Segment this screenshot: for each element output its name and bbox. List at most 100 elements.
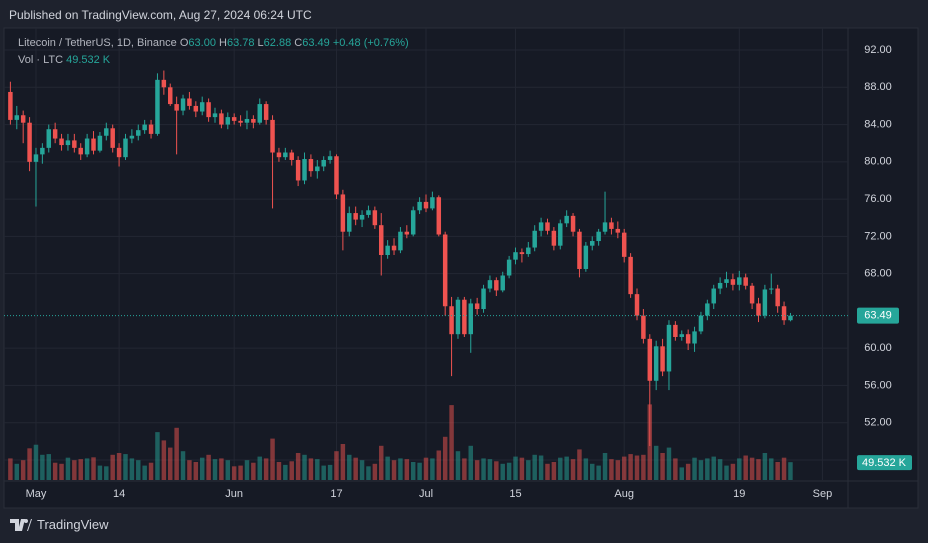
volume-bar (391, 460, 397, 480)
volume-bar (327, 464, 333, 480)
volume-bar (129, 458, 135, 480)
candle-body (225, 117, 231, 125)
volume-bar (692, 457, 697, 480)
ohlc-value: 63.00 (188, 37, 216, 49)
candle-body (609, 222, 614, 229)
volume-bar (251, 462, 256, 480)
candle-body (91, 138, 96, 151)
volume-title: Vol · LTC (18, 54, 64, 66)
volume-bar (500, 463, 505, 480)
volume-bar (653, 445, 659, 480)
candle-body (52, 129, 58, 139)
volume-bar (52, 462, 58, 480)
candle-body (442, 234, 448, 307)
ohlc-value: 62.88 (263, 37, 292, 49)
candle-body (590, 241, 595, 246)
volume-bar (8, 458, 13, 480)
candle-body (385, 245, 390, 255)
candle-body (251, 118, 256, 123)
candles (8, 70, 793, 480)
candle-body (168, 87, 173, 105)
candle-body (46, 129, 51, 148)
volume-bar (225, 460, 231, 480)
candle-body (398, 231, 403, 251)
candle-body (302, 159, 307, 181)
candle-body (788, 315, 793, 321)
last-volume-box (857, 455, 912, 471)
candle-body (110, 128, 115, 148)
candle-body (59, 138, 64, 146)
x-tick-label: 15 (509, 488, 521, 500)
x-tick-label: Jul (419, 488, 433, 500)
volume-bar (590, 463, 595, 480)
volume-bar (737, 458, 742, 480)
candle-body (404, 231, 410, 235)
candle-body (615, 228, 621, 233)
candle-body (72, 140, 77, 148)
candle-body (283, 152, 288, 158)
candle-body (417, 201, 422, 211)
volume-bar (148, 462, 154, 480)
candle-body (660, 346, 665, 372)
y-tick-label: 84.00 (864, 118, 892, 130)
volume-bar (436, 450, 442, 480)
candle-body (564, 215, 569, 224)
volume-bar (775, 462, 780, 480)
candle-body (685, 334, 691, 344)
candle-body (583, 245, 589, 269)
candle-body (219, 113, 224, 125)
volume-bar (72, 460, 77, 480)
volume-bar (161, 440, 167, 480)
candle-body (526, 247, 531, 255)
volume-bar (142, 465, 147, 480)
candle-body (532, 230, 537, 248)
candle-body (762, 289, 768, 316)
volume-bar (468, 445, 473, 480)
candle-body (513, 252, 518, 260)
volume-bar (104, 466, 109, 480)
candle-body (769, 288, 774, 290)
volume-bar (788, 462, 793, 480)
volume-bar (289, 461, 294, 480)
candle-body (231, 117, 237, 121)
candle-body (27, 122, 32, 162)
candle-body (730, 279, 736, 285)
candle-body (84, 138, 90, 155)
volume-bar (449, 405, 454, 480)
candle-body (257, 104, 262, 123)
last-price-box (857, 307, 899, 324)
candle-body (698, 315, 704, 332)
volume-bar (231, 466, 237, 480)
candle-body (33, 154, 39, 162)
candle-body (500, 275, 505, 291)
volume-bar (724, 465, 729, 480)
candle-body (238, 120, 243, 123)
x-tick-label: Aug (614, 488, 634, 500)
candle-body (116, 147, 122, 158)
x-tick-label: 17 (330, 488, 342, 500)
volume-bar (641, 454, 646, 480)
volume-bar (91, 457, 96, 480)
volume-bar (615, 460, 621, 480)
candle-body (123, 138, 128, 158)
candle-body (596, 231, 601, 242)
volume-bar (577, 449, 582, 480)
volume-bar (65, 457, 71, 480)
candle-body (673, 324, 678, 337)
candle-body (474, 303, 480, 310)
footer: TradingView (10, 517, 109, 532)
candle-body (423, 201, 429, 209)
ohlc-key: C (294, 37, 303, 49)
volume-bar (238, 465, 243, 480)
x-tick-label: 14 (113, 488, 125, 500)
legend-row: Litecoin / TetherUS, 1D, Binance O63.00 … (18, 35, 409, 52)
candle-body (737, 277, 742, 285)
candle-body (78, 147, 83, 155)
candle-body (462, 299, 467, 335)
candle-body (321, 159, 326, 167)
candle-body (334, 156, 339, 195)
chart-background (3, 27, 919, 509)
candle-body (8, 91, 13, 120)
candle-body (570, 215, 576, 232)
